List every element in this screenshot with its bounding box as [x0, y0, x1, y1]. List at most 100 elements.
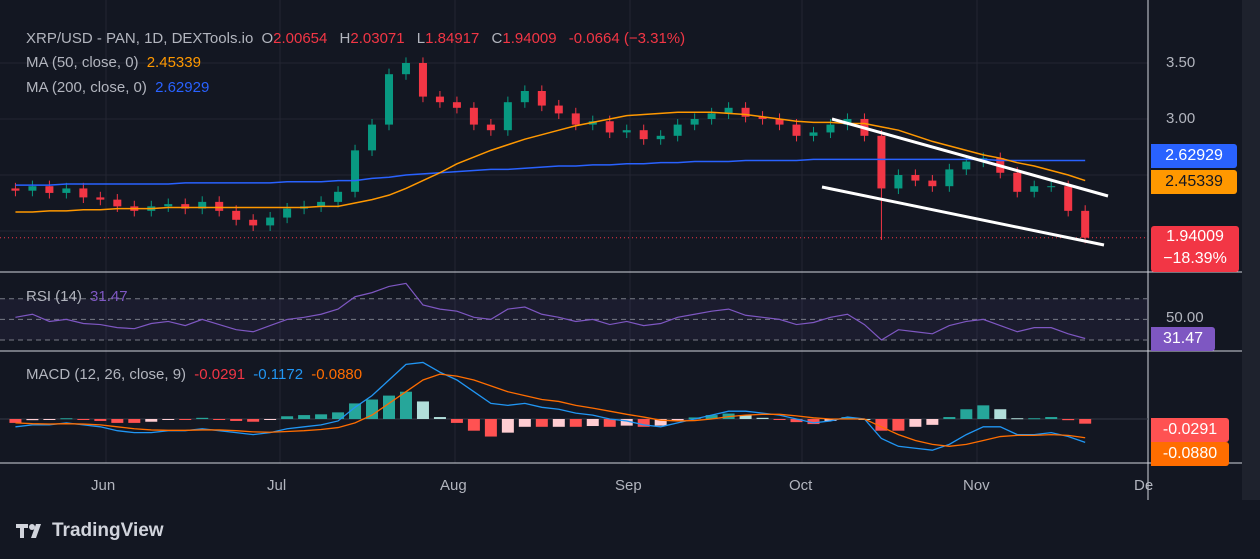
candle — [215, 201, 224, 211]
ma50-line — [15, 111, 1086, 213]
macd-histogram-bar — [756, 417, 769, 419]
macd-histogram-bar — [586, 419, 599, 427]
macd-histogram-bar — [518, 419, 531, 427]
macd-histogram-bar — [943, 417, 956, 419]
low-label: L — [416, 30, 426, 47]
last-price: 1.94009 — [1166, 228, 1224, 245]
candle — [877, 135, 886, 189]
ma50-legend: MA (50, close, 0) 2.45339 — [26, 54, 205, 71]
ma50-label: MA (50, close, 0) — [26, 54, 139, 71]
macd-histogram-bar — [332, 412, 345, 419]
macd-histogram-bar — [196, 417, 209, 419]
macd-histogram-bar — [399, 391, 412, 419]
rsi-tick: 50.00 — [1166, 309, 1204, 326]
candle — [435, 96, 444, 103]
macd-histogram-bar — [637, 419, 650, 427]
candle — [741, 107, 750, 117]
macd-histogram-bar — [535, 419, 548, 427]
last-price-tag: 1.94009 −18.39% — [1151, 226, 1239, 272]
candle — [724, 107, 733, 114]
candle — [164, 204, 173, 207]
candle — [894, 175, 903, 189]
macd-value: -0.0291 — [194, 366, 246, 383]
macd-histogram-bar — [1062, 419, 1075, 421]
macd-histogram-bar — [773, 419, 786, 420]
candle — [249, 219, 258, 226]
candle — [945, 169, 954, 187]
candle — [639, 130, 648, 140]
open-label: O — [261, 30, 274, 47]
macd-histogram-bar — [247, 419, 260, 422]
candle — [283, 208, 292, 218]
time-tick: Oct — [789, 477, 813, 494]
lower-trendline — [821, 185, 1105, 247]
signal-line — [15, 373, 1086, 447]
macd-histogram-bar — [450, 419, 463, 423]
macd-histogram-bar — [909, 419, 922, 427]
time-tick: De — [1134, 477, 1154, 494]
macd-histogram-bar — [552, 419, 565, 427]
time-tick: Jul — [267, 477, 287, 494]
candle — [452, 102, 461, 108]
open-value: 2.00654 — [273, 30, 328, 47]
macd-histogram-bar — [892, 419, 905, 431]
low-value: 1.84917 — [425, 30, 480, 47]
time-tick: Sep — [615, 477, 642, 494]
time-tick: Nov — [963, 477, 990, 494]
high-label: H — [339, 30, 351, 47]
candle — [554, 105, 563, 114]
candle — [28, 186, 37, 191]
rsi-line — [15, 282, 1086, 341]
candle — [503, 102, 512, 131]
macd-histogram-bar — [315, 414, 328, 419]
macd-histogram-bar — [688, 417, 701, 419]
candle — [113, 199, 122, 207]
macd-histogram-bar — [501, 419, 514, 433]
candle — [537, 91, 546, 106]
candle — [520, 91, 529, 103]
ma200-price-tag: 2.62929 — [1151, 144, 1237, 168]
candle — [62, 188, 71, 193]
macd-histogram-bar — [145, 419, 158, 422]
macd-legend: MACD (12, 26, close, 9) -0.0291 -0.1172 … — [26, 366, 366, 383]
candle — [368, 124, 377, 151]
macd-histogram-bar — [841, 417, 854, 419]
candle — [1030, 186, 1039, 192]
macd-tag: -0.0291 — [1151, 418, 1229, 442]
macd-histogram-bar — [111, 419, 124, 423]
candle — [418, 63, 427, 97]
macd-histogram-bar — [790, 419, 803, 423]
time-tick: Aug — [440, 477, 467, 494]
histogram-tag: -0.0880 — [1151, 442, 1229, 466]
macd-histogram-bar — [569, 419, 582, 427]
macd-histogram-bar — [416, 401, 429, 419]
upper-trendline — [831, 117, 1109, 198]
signal-value: -0.1172 — [253, 366, 304, 383]
macd-histogram-bar — [654, 419, 667, 426]
candle — [351, 150, 360, 192]
macd-histogram-bar — [26, 419, 39, 421]
macd-histogram-bar — [213, 419, 226, 420]
rsi-legend: RSI (14) 31.47 — [26, 288, 132, 305]
ma200-line — [15, 158, 1086, 186]
candle — [1064, 186, 1073, 211]
tradingview-logo[interactable]: TradingView — [16, 520, 164, 542]
close-value: 1.94009 — [502, 30, 557, 47]
rsi-label: RSI (14) — [26, 288, 82, 305]
macd-histogram-bar — [94, 419, 107, 421]
macd-histogram-bar — [926, 419, 939, 425]
macd-histogram-bar — [43, 419, 56, 420]
candle — [792, 124, 801, 136]
change-value: -0.0664 (−3.31%) — [568, 30, 686, 47]
macd-histogram-bar — [807, 419, 820, 425]
ohlc-legend: XRP/USD - PAN, 1D, DEXTools.io O2.00654 … — [26, 30, 689, 47]
candle — [79, 188, 88, 198]
macd-histogram-bar — [739, 415, 752, 419]
candle — [656, 135, 665, 140]
macd-histogram-bar — [977, 405, 990, 419]
ma200-label: MA (200, close, 0) — [26, 79, 147, 96]
macd-histogram-bar — [298, 415, 311, 419]
macd-histogram-bar — [467, 419, 480, 431]
